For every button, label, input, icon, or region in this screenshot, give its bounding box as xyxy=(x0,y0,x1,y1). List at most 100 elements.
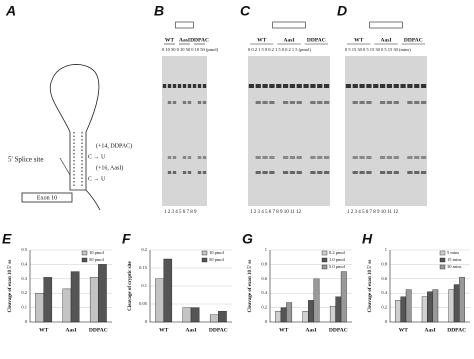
bar xyxy=(400,296,407,323)
legend-swatch xyxy=(201,250,208,256)
splice-site-label: 5' Splice site xyxy=(8,156,43,164)
gel-band xyxy=(296,171,302,174)
y-tick-label: 0.8 xyxy=(261,261,267,266)
legend-label: 30 mins xyxy=(447,264,462,269)
group-label: DDPAC xyxy=(404,37,423,43)
gel-band xyxy=(255,84,261,88)
gel-band xyxy=(202,156,207,159)
gel-band xyxy=(379,171,386,174)
y-axis-label: Cleavage of exon 10 5' ss xyxy=(8,260,13,313)
gel-band xyxy=(373,84,379,88)
gel-band xyxy=(262,84,268,88)
y-tick-label: 1 xyxy=(385,247,387,252)
y-tick-label: 0 xyxy=(265,319,268,324)
gel-band xyxy=(352,171,358,174)
gel-band xyxy=(407,156,413,159)
legend-swatch xyxy=(439,257,446,263)
gel-band xyxy=(310,101,316,104)
gel-band xyxy=(248,84,255,88)
condition-label: 0 5 15 30 0 5 15 30 0 5 15 30 (mins) xyxy=(345,47,411,52)
group-label: AasI xyxy=(283,37,294,43)
gel-band xyxy=(393,156,399,159)
gel-band xyxy=(255,101,261,104)
gel-band xyxy=(289,101,296,104)
bar xyxy=(209,314,219,323)
x-tick-label: WT xyxy=(159,327,169,333)
hairpin-outline xyxy=(49,64,100,191)
gel-band xyxy=(162,84,167,88)
gel-band xyxy=(386,84,393,88)
gel-band xyxy=(197,101,202,104)
gel-band xyxy=(202,171,207,174)
arrow xyxy=(59,157,71,176)
gel-band xyxy=(177,84,182,88)
gel-band xyxy=(187,171,192,174)
panel-label: B xyxy=(154,3,164,19)
bar xyxy=(218,311,227,323)
mutation-label: (+14, DDPAC) xyxy=(96,142,132,149)
panel-label: F xyxy=(122,231,131,247)
bar xyxy=(89,277,99,323)
gel-band xyxy=(187,156,192,159)
gel-band xyxy=(420,171,427,174)
gel-band xyxy=(420,156,427,159)
y-axis-label: Cleavage of exon 10 5' ss xyxy=(248,260,253,313)
x-tick-label: AasI xyxy=(424,327,435,333)
gel-band xyxy=(420,101,427,104)
bar xyxy=(340,271,347,323)
panel-label: C xyxy=(240,3,251,19)
bar xyxy=(286,302,293,323)
gel-band xyxy=(366,156,372,159)
gel-band xyxy=(282,84,289,88)
group-label: WT xyxy=(354,37,364,43)
y-axis-label: Cleavage of cryptic site xyxy=(128,260,133,310)
bar xyxy=(427,291,433,323)
gel-band xyxy=(202,101,207,104)
gel-band xyxy=(414,156,420,159)
gel-band xyxy=(366,171,372,174)
gel-band xyxy=(202,84,207,88)
gel-band xyxy=(317,101,323,104)
bar xyxy=(448,289,455,323)
gel-band xyxy=(359,171,365,174)
gel-band xyxy=(282,101,289,104)
panel-label: G xyxy=(242,231,253,247)
panel-a: A Exon 10 5' Splice site (+14, DDPAC) C … xyxy=(5,3,132,211)
bar xyxy=(155,278,164,323)
gel-band xyxy=(282,171,289,174)
exon-box xyxy=(21,192,73,203)
gel-band xyxy=(289,84,296,88)
gel-band xyxy=(269,156,275,159)
legend-label: 50 pmol xyxy=(89,257,105,262)
gel-band xyxy=(197,84,202,88)
bar xyxy=(35,293,44,323)
gel-band xyxy=(414,101,420,104)
bar xyxy=(280,307,287,323)
y-tick-label: 0 xyxy=(25,319,28,324)
gel-band xyxy=(393,101,399,104)
gel-band xyxy=(269,101,275,104)
legend-label: 10 pmol xyxy=(209,250,225,255)
gel-band xyxy=(352,101,358,104)
gel-band xyxy=(182,171,187,174)
gel-band xyxy=(379,101,386,104)
gel-band xyxy=(172,101,177,104)
y-tick-label: 0.1 xyxy=(21,305,27,310)
gel-band xyxy=(393,171,399,174)
condition-label: 0 0.2 1 5 0 0.2 1 5 0 0.2 1 5 (pmol) xyxy=(248,47,311,52)
legend-swatch xyxy=(321,257,328,263)
gel-band xyxy=(187,84,192,88)
y-tick-label: 0.3 xyxy=(21,276,27,281)
gel-band xyxy=(269,84,275,88)
y-tick-label: 0.2 xyxy=(21,290,27,295)
intron-tail xyxy=(85,189,101,211)
x-tick-label: AasI xyxy=(65,327,76,333)
bar xyxy=(98,264,107,323)
gel-band xyxy=(262,101,268,104)
y-tick-label: 0 xyxy=(145,319,148,324)
y-tick-label: 0 xyxy=(385,319,388,324)
mutation-change: C → U xyxy=(88,154,106,160)
y-tick-label: 0.8 xyxy=(381,261,387,266)
mutation-change: C → U xyxy=(88,176,106,182)
x-tick-label: DDPAC xyxy=(209,327,228,333)
